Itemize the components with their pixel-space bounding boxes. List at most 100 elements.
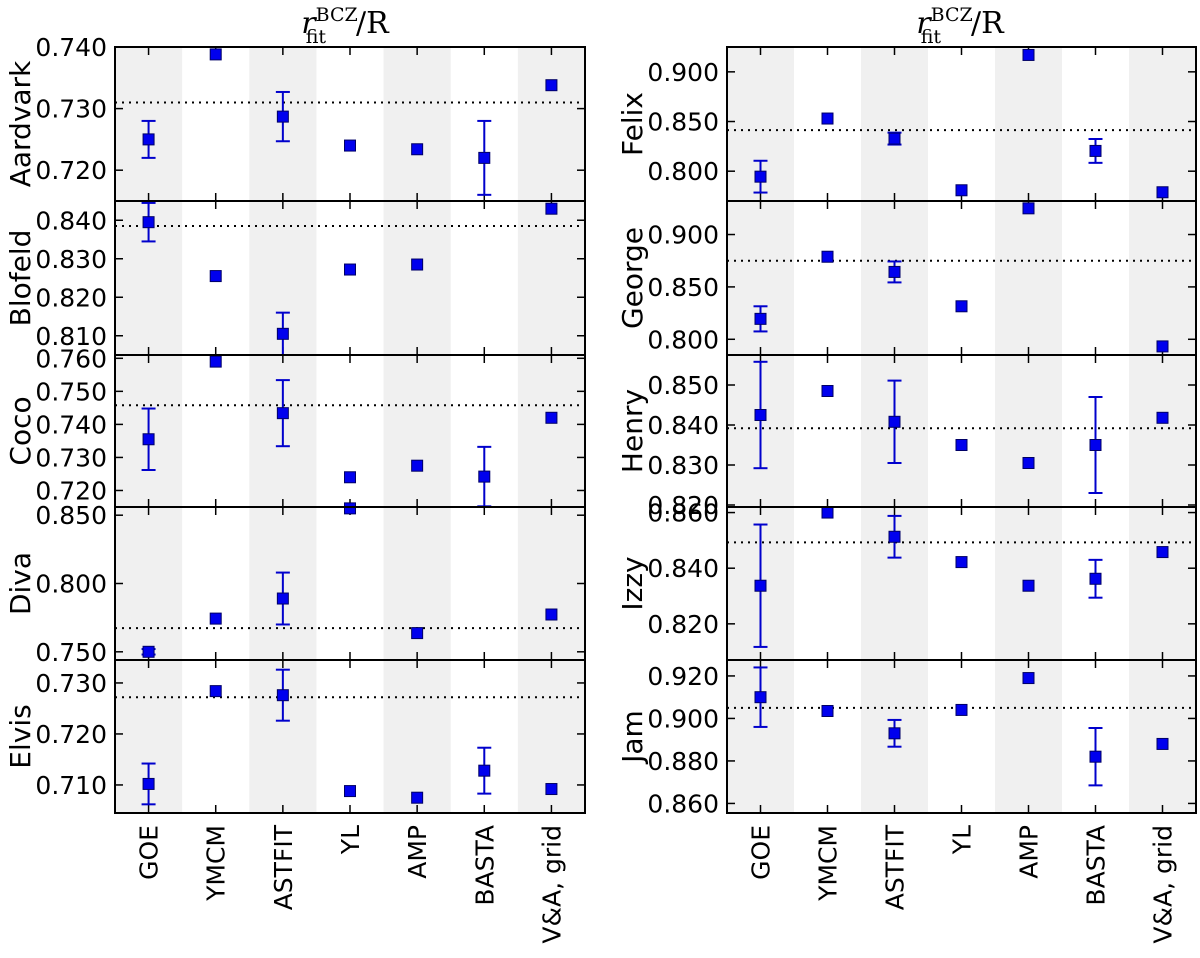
- y-tick-label: 0.800: [35, 570, 107, 599]
- data-point-ymcm: [821, 250, 834, 263]
- data-point-vanda-grid: [1156, 737, 1169, 750]
- data-point-amp: [411, 627, 424, 640]
- y-tick-label: 0.860: [647, 789, 719, 818]
- x-label-basta: BASTA: [470, 825, 499, 906]
- data-point-ymcm: [209, 48, 222, 61]
- shade-band: [995, 355, 1062, 507]
- y-tick-label: 0.920: [647, 662, 719, 691]
- y-tick-label: 0.720: [35, 476, 107, 505]
- y-tick-label: 0.830: [647, 451, 719, 480]
- data-point-vanda-grid: [1156, 340, 1169, 353]
- shade-band: [517, 507, 585, 660]
- data-point-amp: [1022, 457, 1035, 469]
- y-tick-label: 0.850: [647, 108, 719, 137]
- shade-band: [517, 355, 585, 507]
- data-point-goe: [142, 133, 155, 146]
- y-tick-label: 0.720: [35, 720, 107, 749]
- data-point-astfit: [276, 689, 289, 702]
- data-point-ymcm: [209, 612, 222, 625]
- title-main: r: [916, 6, 932, 41]
- shade-band: [1129, 355, 1196, 507]
- data-point-basta: [478, 764, 491, 777]
- shade-band: [995, 660, 1062, 813]
- column-title: rBCZ fit/R: [916, 4, 1005, 48]
- shade-band: [383, 355, 451, 507]
- x-label-vanda-grid: V&A, grid: [1149, 825, 1178, 944]
- title-tail: /R: [356, 6, 390, 41]
- data-point-amp: [1022, 579, 1035, 592]
- y-tick-label: 0.840: [647, 554, 719, 583]
- y-tick-label: 0.850: [647, 371, 719, 400]
- data-point-yl: [955, 556, 968, 569]
- data-point-amp: [1022, 48, 1035, 61]
- data-point-yl: [955, 300, 968, 313]
- data-point-basta: [1089, 750, 1102, 763]
- right-column: rBCZ fit/R0.8000.8500.900Felix0.8000.8500…: [616, 4, 1197, 944]
- data-point-astfit: [888, 132, 901, 145]
- data-point-goe: [142, 216, 155, 229]
- panel-frame: [114, 659, 586, 814]
- data-point-astfit: [888, 265, 901, 278]
- y-tick-label: 0.900: [647, 704, 719, 733]
- data-point-yl: [344, 785, 356, 798]
- data-point-ymcm: [821, 705, 834, 717]
- data-point-ymcm: [209, 685, 222, 698]
- y-tick-label: 0.720: [35, 156, 107, 185]
- y-tick-label: 0.740: [35, 410, 107, 439]
- panel-frame: [726, 200, 1197, 356]
- data-point-yl: [344, 502, 356, 515]
- y-tick-label: 0.820: [35, 283, 107, 312]
- data-point-goe: [754, 170, 767, 183]
- data-point-amp: [1022, 672, 1035, 685]
- shade-band: [1129, 660, 1196, 813]
- title-superscript: BCZ: [931, 4, 973, 26]
- data-point-amp: [411, 459, 424, 472]
- star-label-henry: Henry: [616, 389, 649, 473]
- y-tick-label: 0.710: [35, 771, 107, 800]
- star-label-george: George: [616, 227, 649, 329]
- data-point-amp: [411, 258, 424, 271]
- x-label-basta: BASTA: [1082, 825, 1111, 906]
- y-tick-label: 0.880: [647, 747, 719, 776]
- data-point-goe: [142, 777, 155, 790]
- x-label-amp: AMP: [403, 825, 432, 879]
- star-label-elvis: Elvis: [4, 704, 37, 768]
- shade-band: [1129, 507, 1196, 660]
- data-point-vanda-grid: [545, 783, 558, 796]
- data-point-vanda-grid: [545, 202, 558, 215]
- data-point-vanda-grid: [1156, 411, 1169, 424]
- panel-frame: [726, 506, 1197, 661]
- shade-band: [115, 507, 183, 660]
- y-tick-label: 0.740: [35, 33, 107, 62]
- y-tick-label: 0.840: [647, 411, 719, 440]
- star-label-diva: Diva: [4, 552, 37, 615]
- x-label-yl: YL: [948, 825, 977, 855]
- shade-band: [861, 47, 928, 201]
- star-label-izzy: Izzy: [616, 556, 649, 610]
- data-point-yl: [344, 471, 356, 484]
- y-tick-label: 0.850: [35, 501, 107, 530]
- title-tail: /R: [971, 6, 1005, 41]
- shade-band: [383, 201, 451, 355]
- y-tick-label: 0.750: [35, 377, 107, 406]
- data-point-goe: [754, 312, 767, 325]
- column-title: rBCZ fit/R: [301, 4, 390, 48]
- y-tick-label: 0.810: [35, 322, 107, 351]
- y-tick-label: 0.730: [35, 95, 107, 124]
- left-column: rBCZ fit/R0.7200.7300.740Aardvark0.8100.8…: [4, 4, 586, 944]
- data-point-astfit: [276, 110, 289, 123]
- data-point-basta: [1089, 439, 1102, 451]
- data-point-yl: [955, 184, 968, 197]
- panel-izzy: 0.820 0.840 0.860 Izzy: [616, 499, 1197, 661]
- x-label-goe: GOE: [135, 825, 164, 880]
- y-tick-label: 0.800: [647, 157, 719, 186]
- data-point-yl: [344, 139, 356, 152]
- title-subscript: fit: [306, 26, 327, 48]
- x-label-astfit: ASTFIT: [881, 824, 910, 910]
- x-label-ymcm: YMCM: [814, 825, 843, 902]
- data-point-ymcm: [821, 506, 834, 519]
